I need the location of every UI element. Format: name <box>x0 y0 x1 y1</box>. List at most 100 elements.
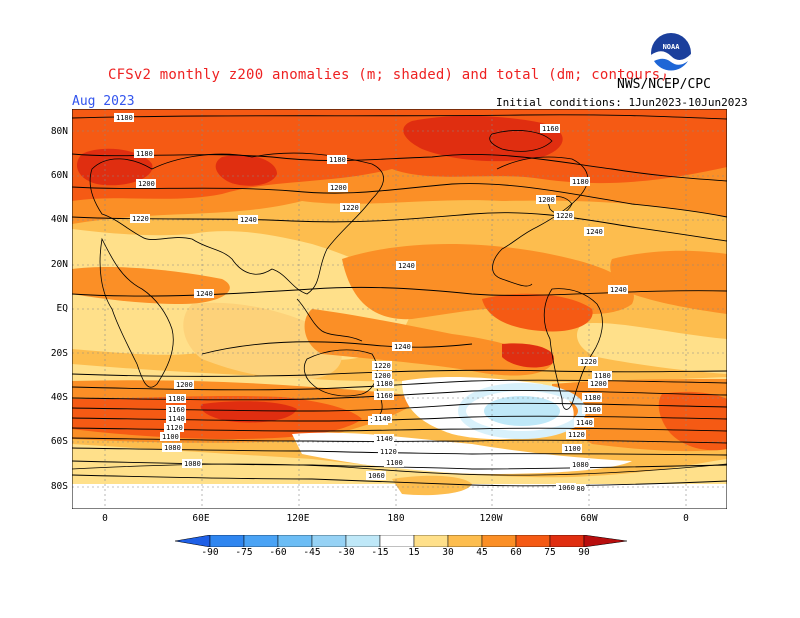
svg-text:1240: 1240 <box>398 262 415 270</box>
anomaly-15-30 <box>72 444 727 484</box>
svg-text:1120: 1120 <box>166 424 183 432</box>
colorbar-swatch <box>549 535 585 547</box>
colorbar-swatch <box>243 535 279 547</box>
svg-text:1200: 1200 <box>538 196 555 204</box>
colorbar-swatch <box>209 535 245 547</box>
svg-text:1220: 1220 <box>556 212 573 220</box>
lon-label: 120W <box>479 513 503 524</box>
svg-text:1140: 1140 <box>576 419 593 427</box>
colorbar-label: 45 <box>476 547 488 558</box>
svg-text:1080: 1080 <box>568 485 585 493</box>
svg-text:1200: 1200 <box>374 372 391 380</box>
lat-label: 40S <box>50 392 68 403</box>
forecast-month: Aug 2023 <box>72 94 135 109</box>
svg-text:1140: 1140 <box>168 415 185 423</box>
svg-text:1080: 1080 <box>184 460 201 468</box>
svg-text:1220: 1220 <box>580 358 597 366</box>
lon-label: 0 <box>683 513 689 524</box>
colorbar-swatch <box>379 535 415 547</box>
anomaly-neg-30 <box>484 396 560 426</box>
colorbar-label: 90 <box>578 547 590 558</box>
svg-text:1200: 1200 <box>138 180 155 188</box>
colorbar-label: -30 <box>337 547 355 558</box>
lat-label: 80N <box>50 126 68 137</box>
svg-text:1180: 1180 <box>116 114 133 122</box>
anomaly-45-60 <box>72 267 230 304</box>
anomaly-60-75 <box>502 343 554 368</box>
colorbar-label: -90 <box>201 547 219 558</box>
svg-text:1220: 1220 <box>342 204 359 212</box>
colorbar-swatch <box>413 535 449 547</box>
initial-conditions: Initial conditions: 1Jun2023-10Jun2023 <box>496 96 748 109</box>
colorbar-low-arrow <box>175 535 211 547</box>
colorbar-label: -60 <box>269 547 287 558</box>
anomaly-15-30 <box>183 302 342 380</box>
svg-text:1160: 1160 <box>584 406 601 414</box>
svg-text:1180: 1180 <box>376 380 393 388</box>
svg-text:1140: 1140 <box>374 415 391 423</box>
svg-text:1080: 1080 <box>572 461 589 469</box>
svg-text:1240: 1240 <box>394 343 411 351</box>
lon-label: 0 <box>102 513 108 524</box>
svg-text:1240: 1240 <box>586 228 603 236</box>
lat-label: 40N <box>50 214 68 225</box>
lon-label: 60W <box>580 513 598 524</box>
anomaly-75-90 <box>215 154 277 186</box>
anomaly-45-60 <box>610 250 727 314</box>
colorbar-swatch <box>447 535 483 547</box>
svg-text:1160: 1160 <box>542 125 559 133</box>
noaa-logo: NOAA <box>651 33 692 74</box>
svg-text:1080: 1080 <box>164 444 181 452</box>
lat-label: 60S <box>50 436 68 447</box>
contour-labels: 1180 1180 1180 1200 1200 1220 1220 1220 … <box>114 113 628 493</box>
colorbar-label: -75 <box>235 547 253 558</box>
colorbar-high-arrow <box>583 535 627 547</box>
svg-text:1220: 1220 <box>132 215 149 223</box>
agency-label: NWS/NCEP/CPC <box>617 77 711 92</box>
svg-text:1200: 1200 <box>176 381 193 389</box>
anomaly-map: 1180 1180 1180 1200 1200 1220 1220 1220 … <box>72 109 727 509</box>
anomaly-15-30 <box>577 322 727 374</box>
svg-text:1180: 1180 <box>572 178 589 186</box>
svg-text:1100: 1100 <box>162 433 179 441</box>
svg-text:1100: 1100 <box>564 445 581 453</box>
lat-label: EQ <box>56 303 68 314</box>
svg-text:1120: 1120 <box>568 431 585 439</box>
lat-label: 80S <box>50 481 68 492</box>
colorbar-swatch <box>481 535 517 547</box>
svg-text:1100: 1100 <box>386 459 403 467</box>
svg-text:1180: 1180 <box>584 394 601 402</box>
colorbar-label: 30 <box>442 547 454 558</box>
svg-text:1180: 1180 <box>168 395 185 403</box>
svg-text:1180: 1180 <box>136 150 153 158</box>
svg-text:1240: 1240 <box>240 216 257 224</box>
svg-text:1240: 1240 <box>610 286 627 294</box>
lat-label: 20S <box>50 348 68 359</box>
lon-label: 60E <box>192 513 210 524</box>
svg-text:1140: 1140 <box>376 435 393 443</box>
svg-text:1240: 1240 <box>196 290 213 298</box>
svg-text:1060: 1060 <box>368 472 385 480</box>
lat-label: 20N <box>50 259 68 270</box>
svg-text:1200: 1200 <box>590 380 607 388</box>
lon-label: 120E <box>286 513 310 524</box>
anomaly-75-90 <box>200 401 297 423</box>
colorbar-label: -45 <box>303 547 321 558</box>
anomaly-75-90 <box>403 115 563 162</box>
anomaly-15-30 <box>392 475 472 496</box>
anomaly-45-60 <box>304 309 552 376</box>
svg-text:1160: 1160 <box>168 406 185 414</box>
colorbar-swatch <box>277 535 313 547</box>
lon-label: 180 <box>387 513 405 524</box>
svg-text:1120: 1120 <box>380 448 397 456</box>
svg-text:NOAA: NOAA <box>663 43 681 51</box>
colorbar <box>175 535 627 547</box>
colorbar-swatch <box>345 535 381 547</box>
colorbar-swatch <box>515 535 551 547</box>
svg-text:1220: 1220 <box>374 362 391 370</box>
lat-label: 60N <box>50 170 68 181</box>
colorbar-label: 15 <box>408 547 420 558</box>
svg-text:1200: 1200 <box>330 184 347 192</box>
colorbar-swatch <box>311 535 347 547</box>
colorbar-label: 75 <box>544 547 556 558</box>
